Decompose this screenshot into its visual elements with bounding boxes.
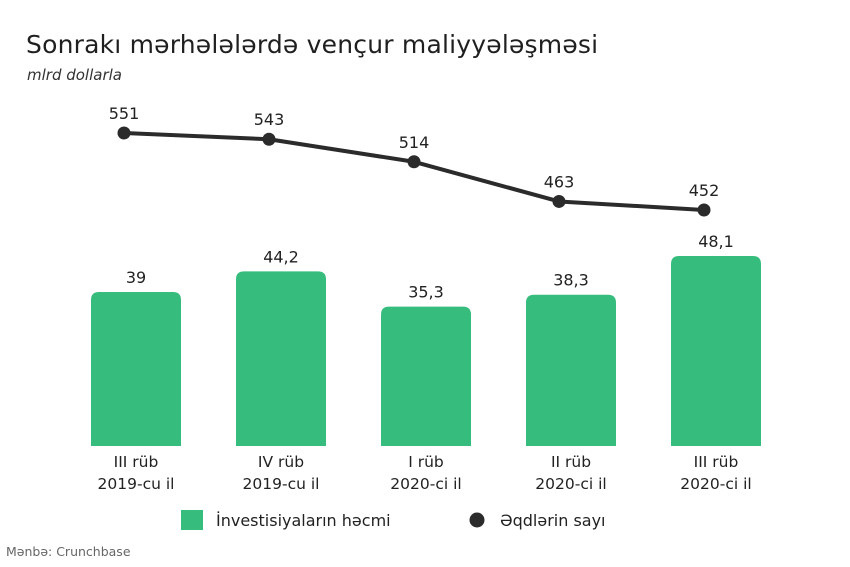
x-tick-label-1: III rüb 2019-cu il: [98, 453, 175, 493]
legend-swatch-investments: [181, 510, 203, 530]
deals-point-3: [407, 155, 421, 169]
x-axis-labels: III rüb 2019-cu il IV rüb 2019-cu il I rüb 20…: [98, 453, 752, 493]
bar-value-label-2: 44,2: [263, 247, 299, 266]
bar-value-label-3: 35,3: [408, 283, 444, 302]
deals-point-2: [262, 132, 276, 146]
legend: İnvestisiyaların həcmi Əqdlərin sayı: [181, 510, 606, 530]
x-tick-label-4: II rüb 2020-ci il: [535, 453, 606, 493]
deals-value-label-5: 452: [689, 181, 720, 200]
legend-marker-deals: [469, 512, 485, 528]
bar-value-label-4: 38,3: [553, 271, 589, 290]
bar-5: [671, 256, 761, 446]
x-tick-label-3: I rüb 2020-ci il: [390, 453, 461, 493]
deals-value-label-2: 543: [254, 110, 285, 129]
bars-layer: 39 44,2 35,3 38,3 48,1: [91, 232, 761, 446]
legend-label-deals: Əqdlərin sayı: [500, 511, 606, 530]
bar-1: [91, 291, 181, 446]
deals-point-4: [552, 194, 566, 208]
bar-4: [526, 294, 616, 446]
bar-2: [236, 271, 326, 446]
deals-value-label-1: 551: [109, 104, 140, 123]
chart-title: Sonrakı mərhələlərdə vençur maliyyələşmə…: [26, 30, 599, 59]
x-tick-label-5: III rüb 2020-ci il: [680, 453, 751, 493]
bar-value-label-5: 48,1: [698, 232, 734, 251]
legend-label-investments: İnvestisiyaların həcmi: [216, 511, 391, 530]
source-note: Mənbə: Crunchbase: [6, 544, 131, 559]
deals-point-1: [117, 126, 131, 140]
deals-value-label-3: 514: [399, 133, 430, 152]
bar-3: [381, 306, 471, 446]
x-tick-label-2: IV rüb 2019-cu il: [243, 453, 320, 493]
line-layer: 551 543 514 463 452: [109, 104, 720, 217]
chart-subtitle: mlrd dollarla: [27, 66, 122, 84]
bar-value-label-1: 39: [126, 268, 146, 287]
deals-value-label-4: 463: [544, 172, 575, 191]
deals-point-5: [697, 203, 711, 217]
